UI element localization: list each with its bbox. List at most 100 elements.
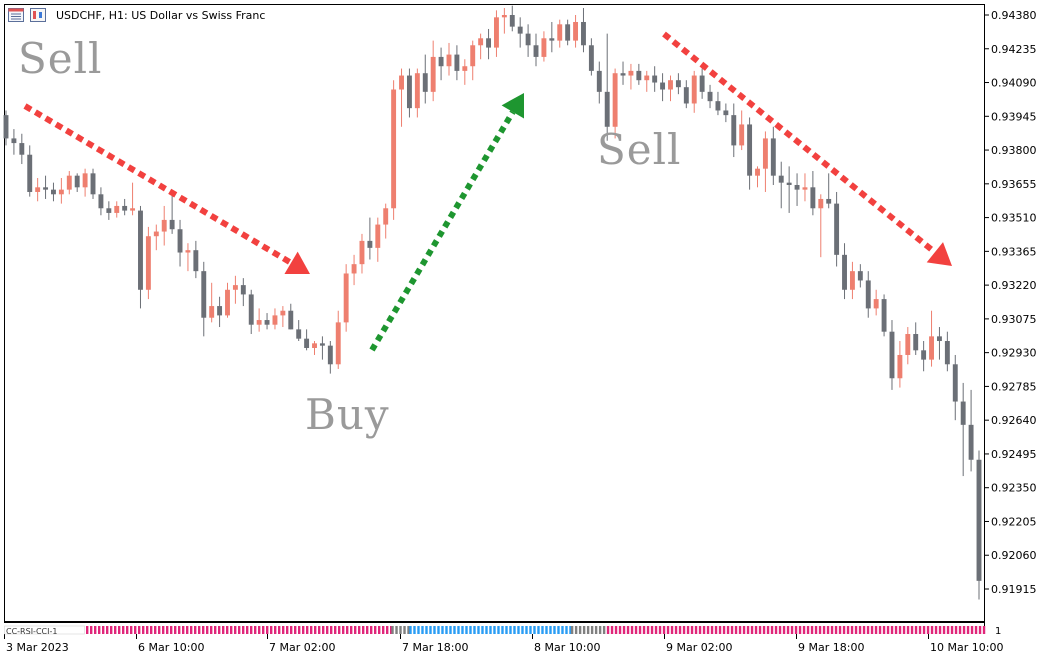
candle-body: [454, 54, 460, 71]
indicator-bar: [862, 626, 866, 634]
candle-body: [153, 231, 159, 237]
candle: [51, 182, 56, 202]
indicator-bar: [758, 626, 762, 634]
candle-body: [256, 320, 262, 325]
indicator-bar: [395, 626, 398, 634]
indicator-bar: [866, 626, 870, 634]
y-tick-label: 0.91915: [991, 583, 1037, 596]
candle: [145, 226, 151, 300]
candle-body: [818, 198, 824, 209]
candle-body: [327, 345, 333, 365]
candle: [723, 103, 729, 123]
indicator-bar: [138, 626, 141, 634]
indicator-bar: [722, 626, 726, 634]
indicator-bar: [202, 626, 205, 634]
indicator-bar: [666, 626, 670, 634]
indicator-bar: [578, 626, 582, 634]
timeframe-icon[interactable]: [30, 8, 46, 22]
indicator-bar: [670, 626, 674, 634]
indicator-bar: [457, 626, 460, 634]
indicator-bar: [754, 626, 758, 634]
candle-body: [675, 80, 681, 88]
candle: [43, 175, 49, 199]
candle-body: [106, 208, 112, 213]
indicator-bar: [226, 626, 229, 634]
candle: [952, 354, 958, 421]
indicator-bar: [602, 626, 606, 634]
candle-body: [248, 294, 254, 325]
candle-body: [889, 331, 895, 379]
indicator-bar: [918, 626, 922, 634]
candle: [177, 219, 183, 267]
candle-body: [406, 75, 412, 109]
candle: [74, 173, 80, 192]
sell-label-right: Sell: [597, 125, 682, 174]
indicator-bar: [521, 626, 524, 634]
x-tick-label: 10 Mar 10:00: [930, 641, 1003, 654]
indicator-bar: [850, 626, 854, 634]
candle: [272, 308, 278, 330]
indicator-bar: [437, 626, 440, 634]
x-tick-label: 6 Mar 10:00: [138, 641, 204, 654]
candle-body: [399, 75, 404, 90]
candle: [762, 131, 768, 192]
candle: [359, 233, 365, 274]
candle: [11, 129, 17, 155]
candle-body: [636, 70, 642, 81]
sell-label-left: Sell: [18, 34, 103, 83]
candle: [755, 166, 760, 188]
candle: [343, 264, 349, 332]
chart-window-icon[interactable]: [8, 8, 24, 22]
indicator-bar: [493, 626, 496, 634]
candle: [715, 91, 721, 116]
candle-body: [929, 336, 934, 360]
candle-body: [367, 240, 373, 248]
candle: [296, 320, 302, 342]
candle: [193, 240, 199, 279]
candle: [351, 254, 357, 286]
candle-body: [264, 320, 270, 325]
y-tick-label: 0.94090: [991, 77, 1037, 90]
indicator-bar: [746, 626, 750, 634]
indicator-bar: [497, 626, 500, 634]
indicator-bar: [762, 626, 766, 634]
candle: [668, 75, 673, 102]
candle-body: [359, 240, 365, 265]
indicator-bar: [614, 626, 618, 634]
indicator-bar: [354, 626, 357, 634]
indicator-bar: [362, 626, 365, 634]
candle-body: [612, 73, 618, 127]
candle: [818, 194, 824, 258]
indicator-bar: [846, 626, 850, 634]
indicator-bar: [118, 626, 121, 634]
y-tick-label: 0.93800: [991, 144, 1037, 157]
candle-body: [27, 154, 33, 192]
candle: [660, 73, 666, 102]
y-tick-label: 0.94380: [991, 9, 1037, 22]
x-tick-label: 9 Mar 02:00: [666, 641, 732, 654]
indicator-bar: [102, 626, 105, 634]
indicator-bar: [778, 626, 782, 634]
plot-frame: [4, 4, 985, 622]
indicator-bar: [622, 626, 626, 634]
y-tick-label: 0.93655: [991, 178, 1037, 191]
candle: [462, 59, 468, 85]
candle-body: [169, 219, 175, 230]
indicator-bar: [878, 626, 882, 634]
y-tick-label: 0.92640: [991, 414, 1037, 427]
candle-body: [731, 115, 737, 146]
x-tick-label: 9 Mar 18:00: [798, 641, 864, 654]
indicator-bar: [513, 626, 516, 634]
candle: [786, 166, 792, 213]
indicator-bar: [94, 626, 97, 634]
indicator-bar: [409, 626, 412, 634]
indicator-bar: [154, 626, 157, 634]
candle: [3, 110, 9, 146]
indicator-bar: [954, 626, 958, 634]
y-tick-label: 0.92785: [991, 380, 1037, 393]
candle-body: [391, 89, 397, 209]
indicator-bar: [338, 626, 341, 634]
candle-body: [739, 124, 745, 146]
candle: [217, 296, 223, 328]
indicator-bar: [282, 626, 285, 634]
